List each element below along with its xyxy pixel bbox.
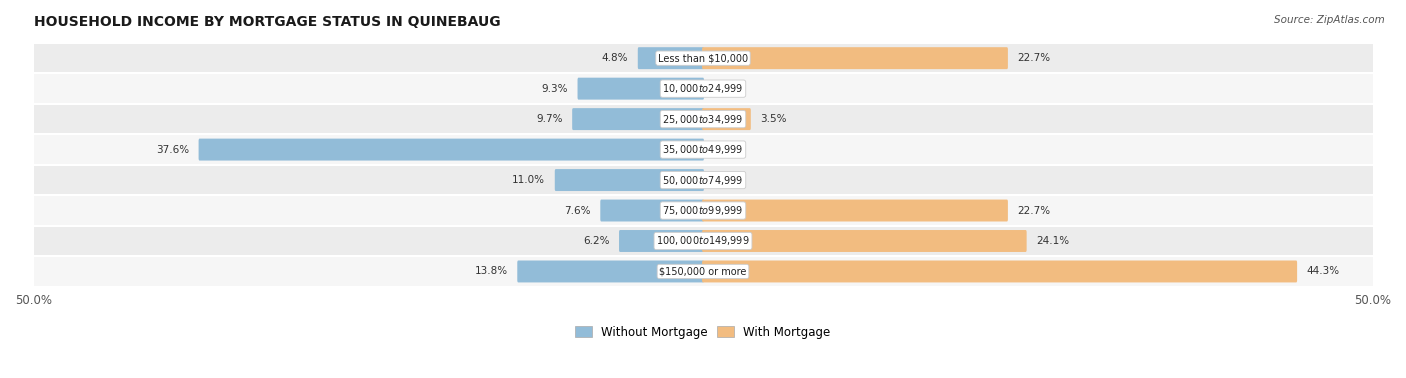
FancyBboxPatch shape xyxy=(702,230,1026,252)
Legend: Without Mortgage, With Mortgage: Without Mortgage, With Mortgage xyxy=(575,326,831,339)
FancyBboxPatch shape xyxy=(638,47,704,69)
Text: 24.1%: 24.1% xyxy=(1036,236,1070,246)
Bar xyxy=(34,256,1372,287)
Text: $100,000 to $149,999: $100,000 to $149,999 xyxy=(657,234,749,248)
Bar xyxy=(34,43,1372,73)
Text: HOUSEHOLD INCOME BY MORTGAGE STATUS IN QUINEBAUG: HOUSEHOLD INCOME BY MORTGAGE STATUS IN Q… xyxy=(34,15,501,29)
Text: $35,000 to $49,999: $35,000 to $49,999 xyxy=(662,143,744,156)
Text: $150,000 or more: $150,000 or more xyxy=(659,266,747,276)
Text: 6.2%: 6.2% xyxy=(582,236,609,246)
Bar xyxy=(34,226,1372,256)
Text: $10,000 to $24,999: $10,000 to $24,999 xyxy=(662,82,744,95)
Text: 11.0%: 11.0% xyxy=(512,175,546,185)
Text: 9.7%: 9.7% xyxy=(536,114,562,124)
Text: 22.7%: 22.7% xyxy=(1018,53,1050,63)
FancyBboxPatch shape xyxy=(198,139,704,161)
Text: 3.5%: 3.5% xyxy=(761,114,787,124)
Bar xyxy=(34,134,1372,165)
Text: 37.6%: 37.6% xyxy=(156,144,188,155)
Text: $50,000 to $74,999: $50,000 to $74,999 xyxy=(662,174,744,187)
Text: Source: ZipAtlas.com: Source: ZipAtlas.com xyxy=(1274,15,1385,25)
Text: $25,000 to $34,999: $25,000 to $34,999 xyxy=(662,113,744,125)
FancyBboxPatch shape xyxy=(572,108,704,130)
Bar xyxy=(34,73,1372,104)
Text: 13.8%: 13.8% xyxy=(474,266,508,276)
Text: 44.3%: 44.3% xyxy=(1308,266,1340,276)
FancyBboxPatch shape xyxy=(517,260,704,282)
Text: 4.8%: 4.8% xyxy=(602,53,628,63)
FancyBboxPatch shape xyxy=(619,230,704,252)
Text: 9.3%: 9.3% xyxy=(541,84,568,94)
Bar xyxy=(34,165,1372,195)
FancyBboxPatch shape xyxy=(702,260,1298,282)
FancyBboxPatch shape xyxy=(600,200,704,222)
Text: $75,000 to $99,999: $75,000 to $99,999 xyxy=(662,204,744,217)
FancyBboxPatch shape xyxy=(702,47,1008,69)
FancyBboxPatch shape xyxy=(555,169,704,191)
Text: Less than $10,000: Less than $10,000 xyxy=(658,53,748,63)
FancyBboxPatch shape xyxy=(702,200,1008,222)
FancyBboxPatch shape xyxy=(702,108,751,130)
Bar xyxy=(34,104,1372,134)
Bar xyxy=(34,195,1372,226)
FancyBboxPatch shape xyxy=(578,77,704,100)
Text: 7.6%: 7.6% xyxy=(564,206,591,215)
Text: 22.7%: 22.7% xyxy=(1018,206,1050,215)
